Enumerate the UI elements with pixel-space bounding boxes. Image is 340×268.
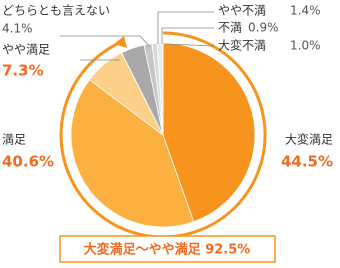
value-label: 4.1% — [2, 22, 33, 36]
pie — [70, 42, 256, 228]
value-label: 7.3% — [2, 62, 44, 80]
category-label: どちらとも言えない — [2, 4, 110, 18]
annotation: 大変満足〜やや満足 92.5% — [84, 242, 251, 258]
arrow-head — [114, 36, 127, 48]
pie-slice — [70, 79, 195, 228]
range-arc — [59, 31, 267, 239]
annotation-box — [59, 235, 276, 263]
value-label: 1.0% — [290, 39, 321, 53]
category-label: やや満足 — [2, 43, 50, 57]
category-label: やや不満 — [218, 4, 266, 18]
leader-lines — [60, 11, 215, 61]
category-label: 不満 — [218, 21, 242, 35]
value-label: 1.4% — [290, 4, 321, 18]
pie-slice — [162, 42, 256, 223]
value-label: 0.9% — [248, 21, 279, 35]
category-label: 大変満足 — [285, 132, 333, 147]
value-label: 44.5% — [281, 153, 333, 171]
category-label: 大変不満 — [218, 38, 266, 53]
pie-slice — [156, 42, 164, 136]
category-label: 満足 — [2, 133, 26, 147]
value-label: 40.6% — [2, 153, 54, 171]
